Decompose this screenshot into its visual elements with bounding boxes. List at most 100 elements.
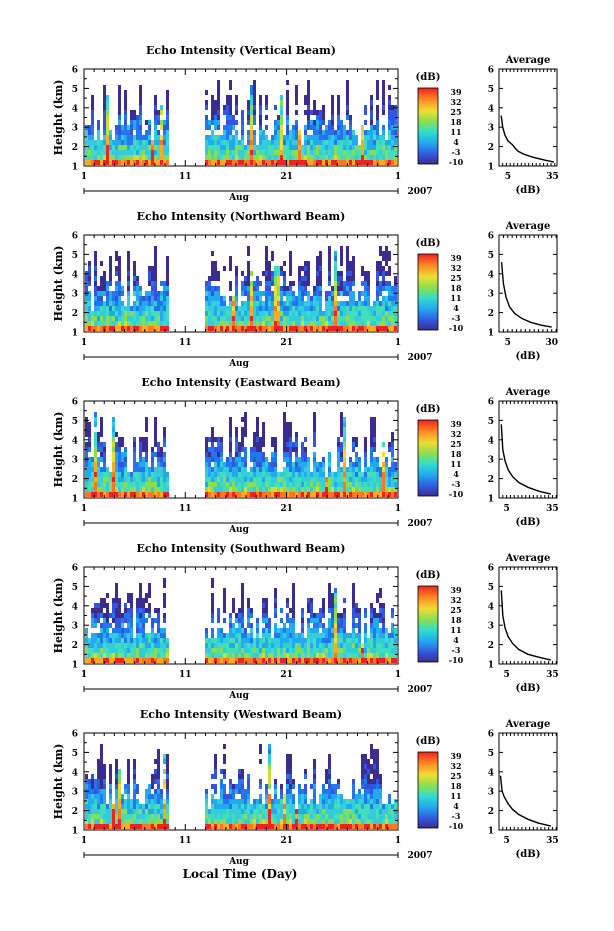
heatmap-cell [274,638,277,643]
heatmap-cell [214,291,217,296]
heatmap-cell [352,623,355,628]
heatmap-cell [205,135,208,140]
heatmap-cell [337,462,340,467]
heatmap-cell [157,140,160,145]
heatmap-cell [295,155,298,160]
heatmap-cell [391,291,394,296]
heatmap-cell [337,437,340,442]
heatmap-cell [298,135,301,140]
colorbar-tick-label: 4 [453,303,459,313]
heatmap-cell [94,321,97,326]
heatmap-cell [334,492,337,497]
heatmap-cell [136,628,139,633]
heatmap-cell [112,648,115,653]
heatmap-cell [232,467,235,472]
heatmap-cell [217,804,220,809]
heatmap-cell [151,804,154,809]
heatmap-cell [286,105,289,110]
heatmap-cell [322,628,325,633]
heatmap-cell [205,487,208,492]
heatmap-cell [370,613,373,618]
heatmap-cell [247,271,250,276]
heatmap-cell [226,648,229,653]
heatmap-cell [253,326,256,331]
heatmap-cell [229,427,232,432]
heatmap-cell [331,306,334,311]
heatmap-cell [340,658,343,663]
heatmap-cell [337,638,340,643]
heatmap-cell [274,442,277,447]
heatmap-cell [124,457,127,462]
heatmap-cell [307,608,310,613]
heatmap-cell [325,653,328,658]
heatmap-cell [295,658,298,663]
heatmap-cell [211,155,214,160]
heatmap-cell [328,125,331,130]
heatmap-cell [100,608,103,613]
heatmap-cell [85,487,88,492]
heatmap-cell [256,160,259,165]
heatmap-cell [265,472,268,477]
heatmap-cell [394,296,397,301]
heatmap-cell [253,819,256,824]
heatmap-cell [217,633,220,638]
heatmap-cell [97,492,100,497]
heatmap-cell [334,301,337,306]
heatmap-cell [217,477,220,482]
heatmap-cell [142,296,145,301]
heatmap-cell [388,301,391,306]
heatmap-cell [337,130,340,135]
heatmap-cell [217,437,220,442]
heatmap-cell [391,125,394,130]
heatmap-cell [148,467,151,472]
heatmap-cell [118,100,121,105]
heatmap-cell [208,437,211,442]
heatmap-cell [124,643,127,648]
heatmap-cell [328,472,331,477]
heatmap-cell [268,774,271,779]
heatmap-cell [223,804,226,809]
y-tick-label: 5 [72,85,78,95]
heatmap-cell [277,321,280,326]
heatmap [85,246,397,331]
heatmap-cell [241,457,244,462]
heatmap-cell [355,321,358,326]
heatmap-cell [100,653,103,658]
heatmap-cell [160,799,163,804]
heatmap-cell [391,623,394,628]
heatmap-cell [322,462,325,467]
heatmap-cell [361,125,364,130]
heatmap-cell [211,120,214,125]
heatmap-cell [385,638,388,643]
heatmap-cell [268,477,271,482]
heatmap-cell [136,613,139,618]
heatmap-cell [121,472,124,477]
heatmap-cell [160,125,163,130]
heatmap-cell [301,296,304,301]
heatmap-cell [124,804,127,809]
heatmap-cell [343,447,346,452]
heatmap-cell [100,628,103,633]
heatmap-cell [124,789,127,794]
heatmap-cell [160,467,163,472]
heatmap-cell [97,145,100,150]
heatmap-cell [370,100,373,105]
heatmap-cell [262,653,265,658]
heatmap-cell [166,160,169,165]
heatmap-cell [391,613,394,618]
heatmap-cell [94,472,97,477]
heatmap-cell [247,774,250,779]
heatmap-cell [130,120,133,125]
heatmap-cell [394,653,397,658]
heatmap-cell [91,633,94,638]
heatmap-cell [91,150,94,155]
heatmap-cell [328,623,331,628]
heatmap-cell [91,784,94,789]
heatmap-cell [217,145,220,150]
heatmap-cell [205,90,208,95]
heatmap-cell [394,321,397,326]
heatmap-cell [286,311,289,316]
heatmap-cell [109,804,112,809]
heatmap-cell [379,326,382,331]
heatmap-cell [298,316,301,321]
